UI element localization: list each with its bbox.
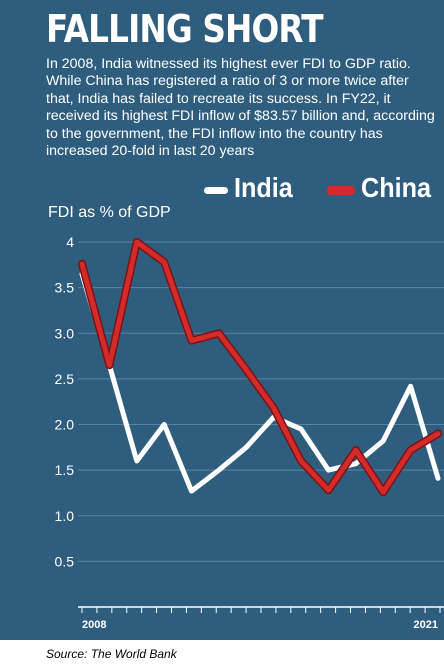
y-tick-label: 3.5 <box>55 280 75 296</box>
y-tick-label: 0.5 <box>55 553 75 569</box>
y-tick-label: 2.5 <box>55 371 75 387</box>
source-note: Source: The World Bank <box>46 647 177 661</box>
grid-lines <box>78 241 444 562</box>
y-axis-title: FDI as % of GDP <box>48 204 171 221</box>
chart-title: FALLING SHORT <box>46 7 324 51</box>
x-tick-label: 2021 <box>414 619 438 631</box>
x-tick-label: 2008 <box>82 619 106 631</box>
legend-india-label: India <box>234 172 293 203</box>
legend-india-swatch <box>204 187 228 194</box>
legend-china-label: China <box>361 172 432 203</box>
y-tick-label: 2.0 <box>55 417 75 433</box>
y-tick-label: 3.0 <box>55 325 75 341</box>
chart-panel <box>0 0 444 640</box>
y-tick-label: 1.5 <box>55 462 75 478</box>
legend-china-swatch <box>327 186 355 195</box>
x-axis: 2008 2021 <box>78 606 444 631</box>
y-tick-labels: 4 3.5 3.0 2.5 2.0 1.5 1.0 0.5 <box>55 234 75 569</box>
y-tick-label: 1.0 <box>55 508 75 524</box>
line-chart: 4 3.5 3.0 2.5 2.0 1.5 1.0 0.5 2008 2021 <box>55 234 444 631</box>
y-tick-label: 4 <box>66 234 74 250</box>
chart-subtitle: In 2008, India witnessed its highest eve… <box>46 56 435 160</box>
series-line-china <box>79 239 441 495</box>
series-line-india <box>79 271 441 494</box>
series-lines <box>78 238 442 496</box>
